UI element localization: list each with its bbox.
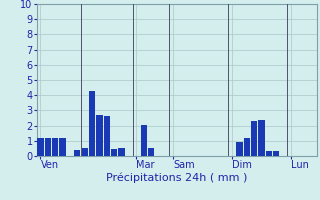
Bar (104, 116, 110, 156)
X-axis label: Précipitations 24h ( mm ): Précipitations 24h ( mm ) (106, 173, 247, 183)
Bar (37, 138, 44, 156)
Bar (96, 115, 103, 156)
Bar (52, 138, 58, 156)
Bar (244, 138, 250, 156)
Bar (148, 148, 154, 156)
Bar (111, 149, 117, 156)
Bar (89, 91, 95, 156)
Bar (118, 148, 125, 156)
Bar (140, 125, 147, 156)
Bar (74, 150, 80, 156)
Bar (259, 120, 265, 156)
Bar (60, 138, 66, 156)
Bar (45, 138, 51, 156)
Bar (236, 142, 243, 156)
Bar (273, 151, 279, 156)
Bar (251, 121, 257, 156)
Bar (82, 148, 88, 156)
Bar (266, 151, 272, 156)
